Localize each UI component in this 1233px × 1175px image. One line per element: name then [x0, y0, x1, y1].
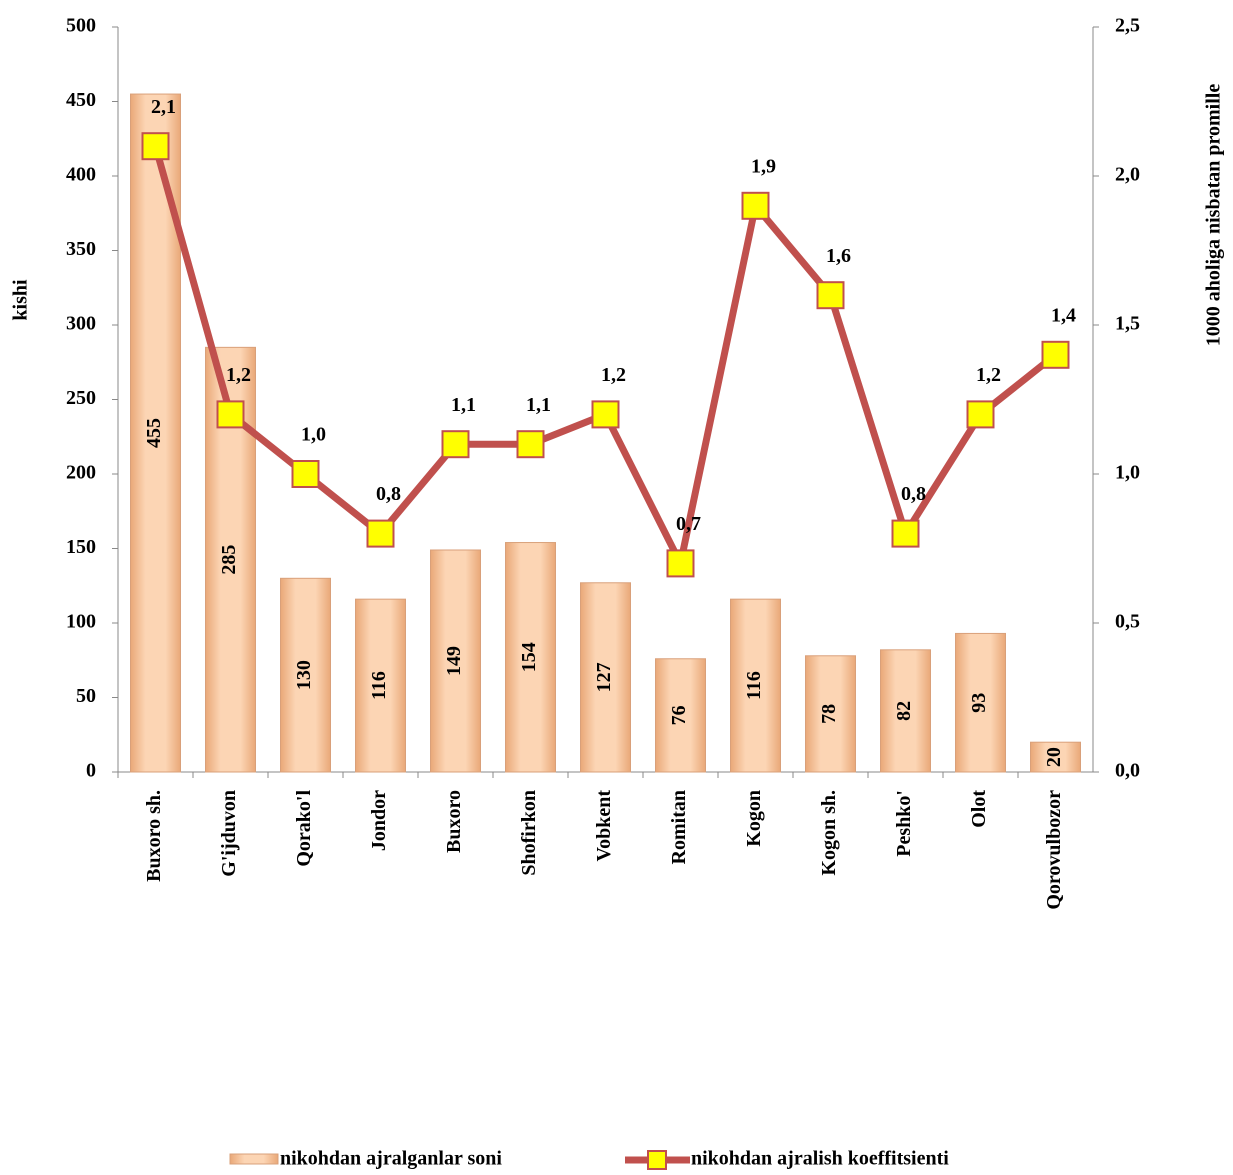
legend-marker — [647, 1150, 667, 1170]
line-marker — [366, 519, 395, 548]
y-tick-label: 300 — [66, 313, 96, 335]
line-value-label: 1,0 — [301, 424, 326, 446]
legend-swatch — [229, 1153, 279, 1165]
x-tick-label: Qorako'l — [293, 790, 315, 867]
bar — [1030, 741, 1081, 773]
line-marker — [1041, 340, 1070, 369]
x-tick-label: Kogon — [743, 790, 765, 847]
line-marker — [291, 460, 320, 488]
line-marker — [441, 430, 470, 459]
bar-value-label: 127 — [593, 662, 615, 692]
y2-tick-label: 1,0 — [1115, 462, 1140, 484]
line-value-label: 2,1 — [151, 96, 176, 118]
line-marker — [141, 132, 170, 161]
line-value-label: 1,4 — [1051, 304, 1076, 326]
bar-value-label: 149 — [443, 646, 465, 676]
y2-axis-title: 1000 aholiga nisbatan promille — [1203, 84, 1225, 347]
bar — [955, 632, 1006, 773]
line-value-label: 1,2 — [601, 364, 626, 386]
bar-value-label: 78 — [818, 704, 840, 724]
bar — [655, 658, 706, 773]
x-tick-label: Shofirkon — [518, 790, 540, 876]
line-value-label: 1,1 — [451, 394, 476, 416]
bar — [355, 598, 406, 773]
x-tick-label: Kogon sh. — [818, 790, 840, 876]
y2-tick-label: 2,5 — [1115, 15, 1140, 37]
bar-value-label: 20 — [1043, 747, 1065, 767]
line-value-label: 0,8 — [901, 483, 926, 505]
y-tick-label: 450 — [66, 89, 96, 111]
bar — [805, 655, 856, 773]
line-value-label: 0,8 — [376, 483, 401, 505]
y-tick-label: 0 — [86, 760, 96, 782]
x-tick-label: Peshko' — [893, 790, 915, 857]
legend-label: nikohdan ajralganlar soni — [280, 1148, 502, 1170]
x-tick-label: Jondor — [368, 790, 390, 851]
bar-value-label: 116 — [743, 671, 765, 700]
y-tick-label: 400 — [66, 164, 96, 186]
line-value-label: 1,1 — [526, 394, 551, 416]
x-tick-label: Buxoro — [443, 790, 465, 853]
x-tick-label: Romitan — [668, 790, 690, 864]
bar — [880, 649, 931, 773]
line-value-label: 1,9 — [751, 155, 776, 177]
bar-value-label: 76 — [668, 705, 690, 725]
bar — [730, 598, 781, 773]
line-value-label: 0,7 — [676, 513, 701, 535]
bar — [430, 549, 481, 773]
line-value-label: 1,2 — [976, 364, 1001, 386]
line-value-label: 1,6 — [826, 245, 851, 267]
y-tick-label: 250 — [66, 387, 96, 409]
line-marker — [591, 400, 620, 429]
x-tick-label: Qorovulbozor — [1043, 790, 1065, 910]
bar-value-label: 116 — [368, 671, 390, 700]
y-axis-title: kishi — [10, 279, 32, 321]
bar-value-label: 130 — [293, 660, 315, 690]
bar-value-label: 455 — [143, 418, 165, 448]
x-tick-label: Buxoro sh. — [143, 790, 165, 882]
x-tick-label: Vobkent — [593, 790, 615, 862]
line-value-label: 1,2 — [226, 364, 251, 386]
x-tick-label: G'ijduvon — [218, 790, 240, 877]
y2-tick-label: 0,0 — [1115, 760, 1140, 782]
line-marker — [891, 519, 920, 548]
bar-value-label: 93 — [968, 693, 990, 713]
line-marker — [966, 400, 995, 429]
bar — [580, 582, 631, 773]
y2-tick-label: 0,5 — [1115, 611, 1140, 633]
y-tick-label: 50 — [76, 685, 96, 707]
line-marker — [741, 191, 770, 220]
legend-label: nikohdan ajralish koeffitsienti — [691, 1148, 949, 1170]
y-tick-label: 100 — [66, 611, 96, 633]
y-tick-label: 150 — [66, 536, 96, 558]
line-marker — [666, 549, 695, 578]
y2-tick-label: 1,5 — [1115, 313, 1140, 335]
bar-value-label: 285 — [218, 545, 240, 575]
bar-value-label: 82 — [893, 701, 915, 721]
x-tick-label: Olot — [968, 790, 990, 828]
y2-tick-label: 2,0 — [1115, 164, 1140, 186]
y-tick-label: 350 — [66, 238, 96, 260]
line-marker — [516, 430, 545, 459]
bar — [280, 577, 331, 773]
bar-value-label: 154 — [518, 642, 540, 672]
y-tick-label: 200 — [66, 462, 96, 484]
y-tick-label: 500 — [66, 15, 96, 37]
bar — [505, 542, 556, 773]
line-marker — [816, 281, 845, 310]
line-marker — [216, 400, 245, 429]
